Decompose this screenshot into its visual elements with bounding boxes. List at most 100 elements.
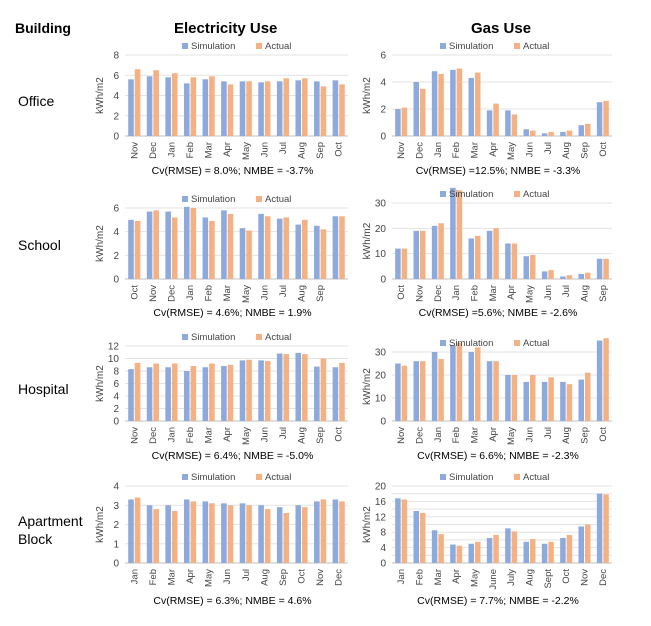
office-electricity-xtick-label: Sep [315,142,326,159]
hospital-gas-xtick-label: Nov [396,427,407,444]
office-electricity-bar-simulation [221,81,227,136]
school-electricity-bar-actual [209,221,215,279]
apartment-gas-xtick-label: Feb [415,569,426,585]
apartment-gas-ytick-label: 0 [380,559,386,570]
hospital-gas-bar-actual [603,338,609,421]
apartment-gas-bar-simulation [578,526,584,563]
hospital-electricity-xtick-label: May [241,427,252,445]
office-gas-bar-simulation [450,69,456,136]
hospital-electricity-xtick-label: Jul [278,427,289,439]
office-electricity-xtick-label: Apr [222,142,233,157]
hospital-electricity-bar-simulation [128,369,134,421]
office-gas-xtick-label: Apr [488,142,499,157]
apartment-electricity-xtick-label: Sep [278,569,289,586]
hospital-electricity-bar-simulation [165,367,171,421]
apartment-gas-ytick-label: 8 [380,528,386,539]
school-electricity-bar-actual [190,208,197,279]
apartment-gas-legend-swatch-simulation [440,474,446,480]
school-electricity-legend-swatch-actual [256,196,262,202]
hospital-gas-xtick-label: Feb [451,427,462,443]
apartment-gas-bar-simulation [560,537,566,563]
apartment-electricity-xtick-label: Feb [148,569,159,585]
school-gas-bar-actual [493,228,499,279]
apartment-gas-xtick-label: Dec [598,569,609,586]
school-gas-xtick-label: Jun [543,285,554,300]
school-gas-bar-simulation [596,258,603,279]
hospital-electricity-bar-simulation [258,360,264,421]
office-gas-legend-actual: Actual [523,41,549,52]
apartment-gas-bar-actual [603,494,609,563]
school-gas-bar-simulation [468,238,474,279]
row-label-line: School [18,237,61,253]
office-electricity-bar-simulation [239,81,246,136]
apartment-gas-bar-actual [566,534,573,563]
office-electricity-xtick-label: Mar [204,142,215,158]
hospital-gas-ytick-label: 0 [380,417,386,428]
apartment-gas-bar-simulation [541,543,548,563]
office-gas-bar-simulation [486,110,493,136]
school-gas-xtick-label: May [525,285,536,303]
office-electricity-xtick-label: Aug [297,142,308,159]
hospital-electricity-xtick-label: Oct [334,427,345,442]
office-gas-bar-simulation [413,82,419,136]
hospital-electricity-xtick-label: Jun [259,427,270,442]
hospital-gas-bar-simulation [523,381,529,421]
apartment-electricity-bar-actual [190,501,197,563]
hospital-electricity-xtick-label: Nov [129,427,140,444]
office-electricity-legend-actual: Actual [265,41,291,52]
hospital-electricity-bar-actual [134,362,141,421]
office-gas-bar-actual [456,68,463,136]
hospital-gas-legend-swatch-actual [514,340,520,346]
school-electricity-bar-simulation [239,228,246,279]
header-electricity: Electricity Use [174,20,278,37]
hospital-electricity-bar-simulation [239,360,246,421]
row-label-line: Hospital [18,381,69,397]
office-gas-xtick-label: Sep [580,142,591,159]
hospital-gas-bar-actual [511,375,518,421]
hospital-electricity-xtick-label: Dec [148,427,159,444]
school-gas-bar-actual [548,270,554,279]
apartment-electricity-bar-simulation [295,505,302,563]
school-electricity-xtick-label: Aug [297,285,308,302]
apartment-electricity-bar-simulation [276,507,283,563]
office-electricity-bar-actual [339,84,345,136]
school-gas-bar-simulation [413,230,419,279]
school-gas-bar-actual [420,230,426,279]
school-gas-legend-swatch-simulation [440,191,446,197]
school-electricity-ytick-label: 6 [113,204,119,215]
office-electricity-bar-actual [320,86,327,136]
office-gas-bar-simulation [395,109,401,136]
apartment-gas-bar-actual [585,524,591,563]
school-electricity-bar-actual [153,210,159,279]
hospital-gas-xtick-label: Oct [598,427,609,442]
hospital-gas-xtick-label: May [506,427,517,445]
office-gas-bar-simulation [468,77,474,136]
apartment-gas-xtick-label: Oct [561,569,572,584]
school-gas-xtick-label: Oct [396,285,407,300]
hospital-electricity-legend-swatch-simulation [182,334,188,340]
office-electricity-bar-actual [227,84,234,136]
apartment-gas-bar-actual [475,541,481,563]
hospital-gas-bar-simulation [413,361,419,421]
hospital-gas-bar-simulation [505,375,511,421]
school-gas-bar-actual [566,275,573,279]
header-gas: Gas Use [471,20,532,37]
apartment-gas-y-axis-label: kWh/m2 [362,506,373,543]
hospital-gas-xtick-label: Jan [433,427,444,442]
hospital-electricity-ytick-label: 12 [108,342,120,353]
office-electricity-xtick-label: Nov [129,142,140,159]
hospital-gas-bar-actual [401,365,408,421]
school-gas-ytick-label: 0 [380,275,386,286]
hospital-gas-bar-actual [475,347,481,421]
school-electricity-bar-actual [264,216,271,279]
apartment-gas-bar-simulation [523,541,529,563]
office-electricity-ytick-label: 6 [113,71,119,82]
school-gas-bar-simulation [486,230,493,279]
office-gas-bar-actual [603,100,609,136]
hospital-electricity-xtick-label: Jan [166,427,177,442]
apartment-gas-bar-simulation [596,493,603,563]
apartment-electricity-caption: Cv(RMSE) = 6.3%; NMBE = 4.6% [153,595,311,607]
hospital-electricity-bar-simulation [146,367,153,421]
school-electricity-legend-actual: Actual [265,194,291,205]
school-gas-legend-actual: Actual [523,189,549,200]
